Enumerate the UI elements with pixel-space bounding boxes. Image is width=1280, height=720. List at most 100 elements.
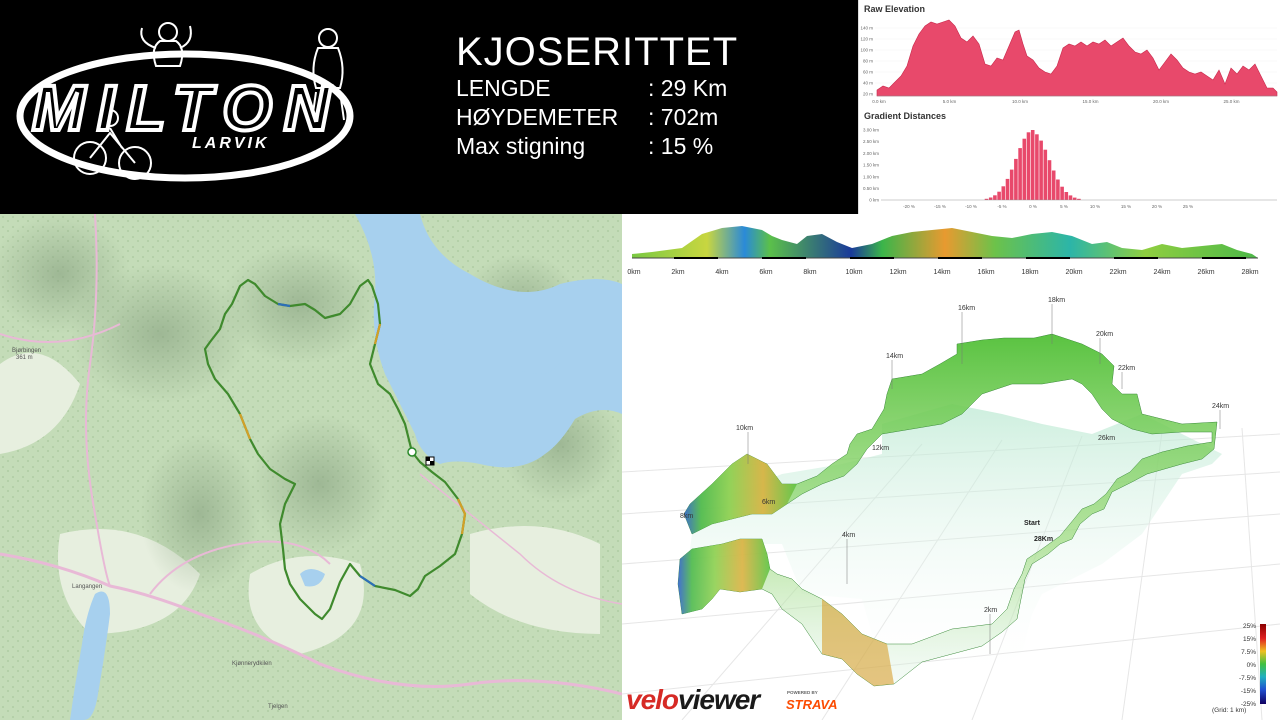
x-tick-label: 0 % (1029, 204, 1037, 209)
raw-elevation-title: Raw Elevation (864, 4, 926, 14)
y-tick-label: 60 m (863, 70, 873, 75)
km-tick-label: 20km (1065, 269, 1082, 276)
raw-elevation-chart: 140 m 120 m 100 m 80 m 60 m 40 m 20 m 0.0 km 5.… (860, 19, 1278, 104)
strava-charts: Raw Elevation 140 m 120 m 100 m 80 m 60 m 40 … (858, 0, 1280, 214)
stat-value: : 702m (648, 104, 719, 130)
km-tick-label: 2km (671, 269, 684, 276)
x-tick-label: -5 % (997, 204, 1006, 209)
km-marker-label: 24km (1212, 403, 1229, 410)
km-tick-label: 22km (1109, 269, 1126, 276)
histogram-bar (1026, 132, 1031, 200)
x-tick-label: 20.0 km (1153, 99, 1169, 104)
km-marker-label: 22km (1118, 365, 1135, 372)
histogram-bar (1014, 158, 1018, 200)
x-tick-label: 0.0 km (872, 99, 886, 104)
map-place-label: Langangen (72, 584, 102, 590)
map-place-label: Bjørbingen (12, 348, 41, 354)
histogram-bar (1072, 197, 1077, 200)
y-tick-label: 140 m (860, 26, 873, 31)
x-tick-label: 5 % (1060, 204, 1068, 209)
logo-part: velo (626, 684, 679, 715)
km-marker-label: 14km (886, 353, 903, 360)
x-tick-label: -10 % (965, 204, 977, 209)
map-canvas: Bjørbingen 361 m Langangen Kjønnerydkile… (0, 214, 622, 720)
stat-row-length: LENGDE : 29 Km (456, 74, 738, 103)
race-info: KJOSERITTET LENGDE : 29 Km HØYDEMETER : … (456, 30, 738, 161)
legend-label: 15% (1243, 636, 1256, 643)
stat-label: HØYDEMETER (456, 104, 619, 130)
km-marker-label: 18km (1048, 297, 1065, 304)
x-tick-label: 15 % (1121, 204, 1131, 209)
km-tick-label: 0km (627, 269, 640, 276)
y-tick-label: 0.50 km (863, 186, 879, 191)
histogram-bar (988, 197, 993, 200)
histogram-bar (997, 191, 1001, 200)
y-tick-label: 100 m (860, 48, 873, 53)
histogram-bar (1005, 178, 1010, 200)
y-tick-label: 20 m (863, 92, 873, 97)
km-marker-label: 10km (736, 425, 753, 432)
histogram-bar (1060, 186, 1064, 200)
x-tick-label: 25.0 km (1223, 99, 1239, 104)
map-place-label: Kjønnerydkilen (232, 661, 272, 667)
km-tick-label: 18km (1021, 269, 1038, 276)
x-tick-label: -15 % (934, 204, 946, 209)
histogram-bar (1077, 198, 1081, 200)
km-marker-label: 26km (1098, 435, 1115, 442)
logo-part: viewer (678, 684, 760, 715)
km-tick-label: 28km (1241, 269, 1258, 276)
stat-label: LENGDE (456, 75, 551, 101)
legend-label: 25% (1243, 623, 1256, 630)
km-marker-label: 20km (1096, 331, 1113, 338)
histogram-bar (1056, 179, 1060, 200)
histogram-bar (1035, 134, 1039, 200)
km-tick-label: 10km (845, 269, 862, 276)
y-tick-label: 3.00 km (863, 128, 879, 133)
stat-label: Max stigning (456, 133, 586, 159)
y-tick-label: 1.00 km (863, 174, 879, 179)
histogram-bar (1051, 170, 1056, 200)
km-tick-label: 14km (933, 269, 950, 276)
veloviewer-panel: 0km 2km 4km 6km 8km 10km 12km 14km 16km 18km 20km 2… (622, 214, 1280, 720)
km-tick-label: 24km (1153, 269, 1170, 276)
x-tick-label: 10.0 km (1012, 99, 1028, 104)
km-tick-label: 16km (977, 269, 994, 276)
stat-value: : 15 % (648, 133, 714, 159)
km-tick-label: 12km (889, 269, 906, 276)
km-tick-label: 26km (1197, 269, 1214, 276)
legend-label: -7.5% (1239, 675, 1256, 682)
stat-row-elevation: HØYDEMETER : 702m (456, 103, 738, 132)
legend-label: -25% (1241, 701, 1256, 708)
gradient-distances-title: Gradient Distances (864, 111, 947, 121)
km-marker-label: 16km (958, 305, 975, 312)
race-title: KJOSERITTET (456, 30, 739, 74)
start-label: Start (1024, 520, 1041, 527)
grid-note: (Grid: 1 km) (1212, 707, 1246, 714)
x-tick-label: 5.0 km (943, 99, 957, 104)
y-tick-label: 40 m (863, 81, 873, 86)
elevation-area (876, 19, 1278, 97)
elevation-profile-strip (632, 226, 1258, 258)
powered-by-text: POWERED BY (787, 690, 818, 695)
y-tick-label: 2.50 km (863, 139, 879, 144)
histogram-bar (1001, 186, 1006, 200)
milton-larvik-logo: MILTON LARVIK (16, 22, 354, 182)
legend-label: 0% (1247, 662, 1257, 669)
finish-label: 28Km (1034, 536, 1053, 543)
gradient-legend-bar (1260, 624, 1266, 704)
gradient-distances-chart: 3.00 km 2.50 km 2.00 km 1.50 km 1.00 km 0.50 … (863, 128, 1277, 209)
x-tick-label: 25 % (1183, 204, 1193, 209)
histogram-bar (1064, 192, 1069, 200)
lake (355, 214, 622, 468)
km-marker-label: 12km (872, 445, 889, 452)
km-marker-label: 4km (842, 532, 855, 539)
x-tick-label: 10 % (1090, 204, 1100, 209)
stat-row-max-gradient: Max stigning : 15 % (456, 132, 738, 161)
x-tick-label: 20 % (1152, 204, 1162, 209)
histogram-bar (1022, 138, 1027, 200)
km-marker-label: 6km (762, 499, 775, 506)
logo-wordmark: MILTON (32, 72, 332, 144)
histogram-bar (1039, 140, 1043, 200)
fjord (70, 591, 110, 720)
